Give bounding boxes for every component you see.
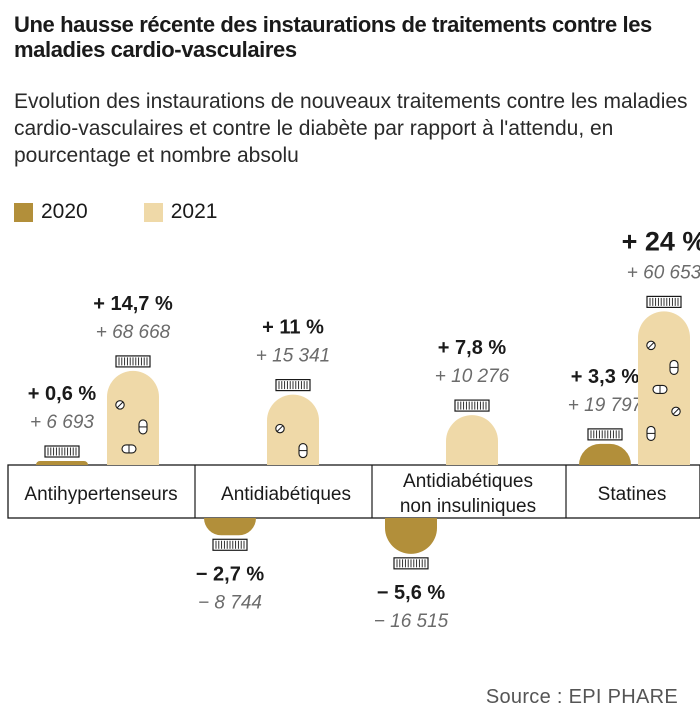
bar-2020-1-pct-label: + 0,6 %: [28, 383, 97, 405]
bar-2021-1-label: + 14,7 % + 68 668: [93, 293, 173, 343]
bar-2020-2-cap: [212, 538, 248, 551]
category-label-3: non insuliniques: [400, 496, 536, 517]
bar-2021-2-pct-label: + 11 %: [262, 317, 324, 339]
bar-2020-1-abs-label: + 6 693: [30, 412, 94, 433]
bar-2021-1-pct-label: + 14,7 %: [93, 293, 173, 315]
category-label-2: Antidiabétiques: [221, 484, 351, 505]
legend-label-2020: 2020: [41, 200, 88, 223]
legend-swatch-2020: [14, 202, 33, 222]
bar-2020-3: [385, 518, 437, 554]
bar-2020-4-pct-label: + 3,3 %: [571, 366, 640, 388]
bar-2021-1-cap: [115, 355, 151, 368]
bar-2021-1: [107, 370, 159, 465]
legend: 2020 2021: [14, 200, 273, 224]
category-label-3: Antidiabétiques: [403, 471, 533, 492]
bar-2020-3-label: − 5,6 % − 16 515: [374, 582, 449, 632]
bar-2020-1-cap: [44, 445, 80, 458]
bar-2020-4-cap: [587, 428, 623, 441]
bar-2021-2: [267, 394, 319, 465]
bar-2021-4-abs-label: + 60 653: [627, 262, 700, 283]
bar-2021-3-cap: [454, 399, 490, 412]
chart-subtitle: Evolution des instaurations de nouveaux …: [14, 90, 688, 167]
bar-2020-2-pct-label: − 2,7 %: [196, 563, 265, 585]
bar-2020-2-label: − 2,7 % − 8 744: [196, 563, 265, 613]
bar-2020-4: [579, 443, 631, 465]
bar-2020-1: [36, 461, 88, 465]
legend-swatch-2021: [143, 202, 163, 222]
category-label-4: Statines: [598, 484, 667, 505]
category-axis-band: [7, 464, 700, 519]
bar-2021-1-pills: [115, 400, 148, 454]
bar-2021-3-abs-label: + 10 276: [435, 366, 510, 387]
chart-title: Une hausse récente des instaurations de …: [14, 12, 652, 62]
bar-2021-1-abs-label: + 68 668: [96, 322, 171, 343]
bar-2020-2: [204, 518, 256, 536]
bar-2021-4-pct-label: + 24 %: [622, 226, 700, 256]
bar-2021-4-pills: [646, 340, 681, 441]
bar-2020-1-label: + 0,6 % + 6 693: [28, 383, 97, 433]
bar-2021-3-label: + 7,8 % + 10 276: [435, 337, 510, 387]
legend-label-2021: 2021: [170, 200, 218, 223]
bar-2020-4-abs-label: + 19 797: [568, 395, 644, 416]
bar-2020-4-label: + 3,3 % + 19 797: [568, 366, 644, 416]
bar-2021-2-label: + 11 % + 15 341: [256, 317, 331, 367]
bar-2020-3-pct-label: − 5,6 %: [377, 582, 446, 604]
source-note: Source : EPI PHARE: [485, 686, 678, 708]
bar-2021-2-cap: [275, 379, 311, 392]
bar-2020-2-abs-label: − 8 744: [198, 592, 262, 613]
bar-2021-2-abs-label: + 15 341: [256, 346, 331, 367]
bar-2020-3-abs-label: − 16 515: [374, 611, 449, 632]
bar-2020-3-cap: [393, 557, 429, 570]
bar-2021-2-pills: [275, 423, 308, 459]
legend-item-2021: 2021: [143, 200, 218, 224]
category-label-1: Antihypertenseurs: [24, 484, 177, 505]
bar-2021-4-cap: [646, 295, 682, 308]
legend-item-2020: 2020: [14, 200, 88, 224]
bar-2021-3: [446, 415, 498, 465]
bar-2021-4-label: + 24 % + 60 653: [622, 226, 700, 283]
bar-2021-3-pct-label: + 7,8 %: [438, 337, 507, 359]
